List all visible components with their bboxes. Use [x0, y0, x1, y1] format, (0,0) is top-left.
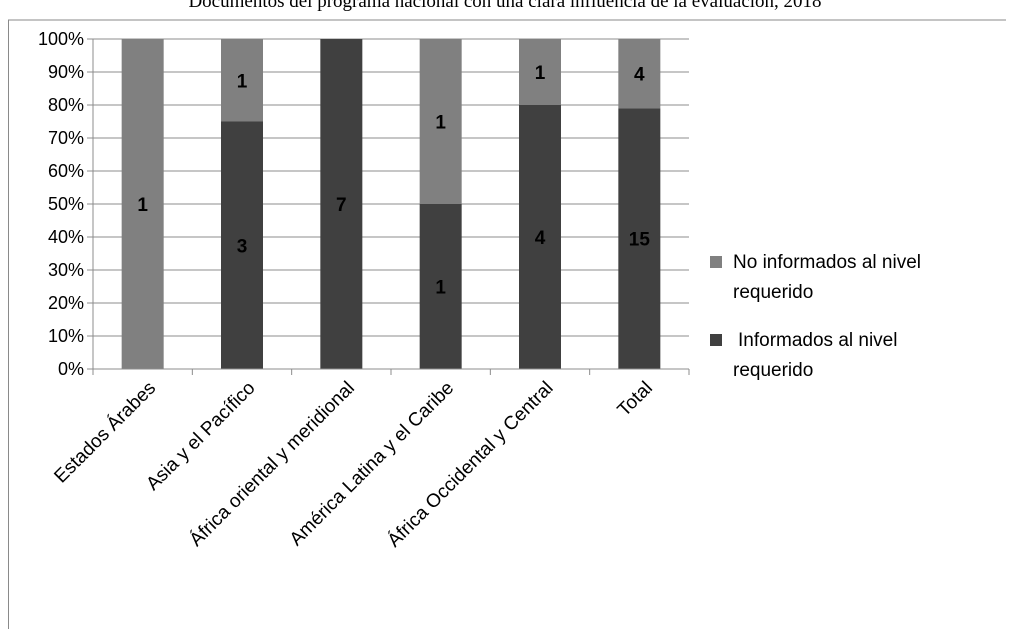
x-category-label: África oriental y meridional: [186, 378, 359, 551]
x-category-label: África Occidental y Central: [384, 378, 558, 552]
data-label: 3: [237, 236, 248, 257]
bars: [121, 39, 661, 369]
x-category-label: Total: [614, 378, 657, 421]
data-label: 1: [535, 63, 546, 84]
y-tick-label: 50%: [48, 194, 84, 214]
legend-swatch: [710, 256, 722, 268]
y-tick-label: 10%: [48, 326, 84, 346]
y-tick-label: 90%: [48, 62, 84, 82]
data-labels: 1 3 1 7 1 1 4 1 15 4: [137, 63, 650, 299]
bar-segment: [320, 39, 363, 369]
y-tick-label: 20%: [48, 293, 84, 313]
bar-segment: [419, 204, 462, 369]
chart-frame: [8, 19, 1006, 629]
legend-label: requerido: [733, 360, 813, 381]
x-category-label: Asia y el Pacífico: [142, 378, 259, 495]
y-tick-label: 30%: [48, 260, 84, 280]
bar-segment: [419, 39, 462, 204]
data-label: 1: [237, 71, 248, 92]
bar-segment: [618, 108, 661, 369]
legend: No informados al nivel requerido Informado…: [710, 252, 921, 381]
legend-label: Informados al nivel: [738, 330, 897, 351]
legend-swatch: [710, 334, 722, 346]
data-label: 4: [535, 228, 546, 249]
bar-segment: [221, 39, 263, 122]
data-label: 7: [336, 195, 347, 216]
data-label: 1: [137, 195, 148, 216]
gridlines: [93, 38, 689, 337]
legend-label: No informados al nivel: [733, 252, 921, 273]
bar-segment: [221, 121, 263, 369]
data-label: 4: [634, 65, 645, 86]
legend-label: requerido: [733, 282, 813, 303]
x-category-label: América Latina y el Caribe: [286, 378, 458, 550]
y-tick-label: 0%: [58, 359, 84, 379]
data-label: 1: [435, 278, 446, 299]
bar-segment: [519, 105, 561, 369]
y-tick-label: 100%: [38, 29, 84, 49]
y-tick-label: 70%: [48, 128, 84, 148]
y-tick-label: 80%: [48, 95, 84, 115]
bar-segment: [519, 39, 561, 105]
x-category-label: Estados Árabes: [51, 378, 161, 488]
data-label: 1: [435, 113, 446, 134]
y-tick-label: 60%: [48, 161, 84, 181]
y-tick-label: 40%: [48, 227, 84, 247]
bar-segment: [618, 39, 661, 109]
data-label: 15: [629, 230, 651, 251]
chart-title: Documentos del programa nacional con una…: [188, 0, 822, 12]
bar-segment: [121, 39, 164, 369]
